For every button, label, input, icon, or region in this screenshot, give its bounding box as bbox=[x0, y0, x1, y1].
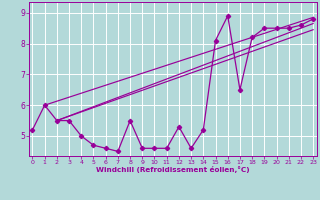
X-axis label: Windchill (Refroidissement éolien,°C): Windchill (Refroidissement éolien,°C) bbox=[96, 166, 250, 173]
